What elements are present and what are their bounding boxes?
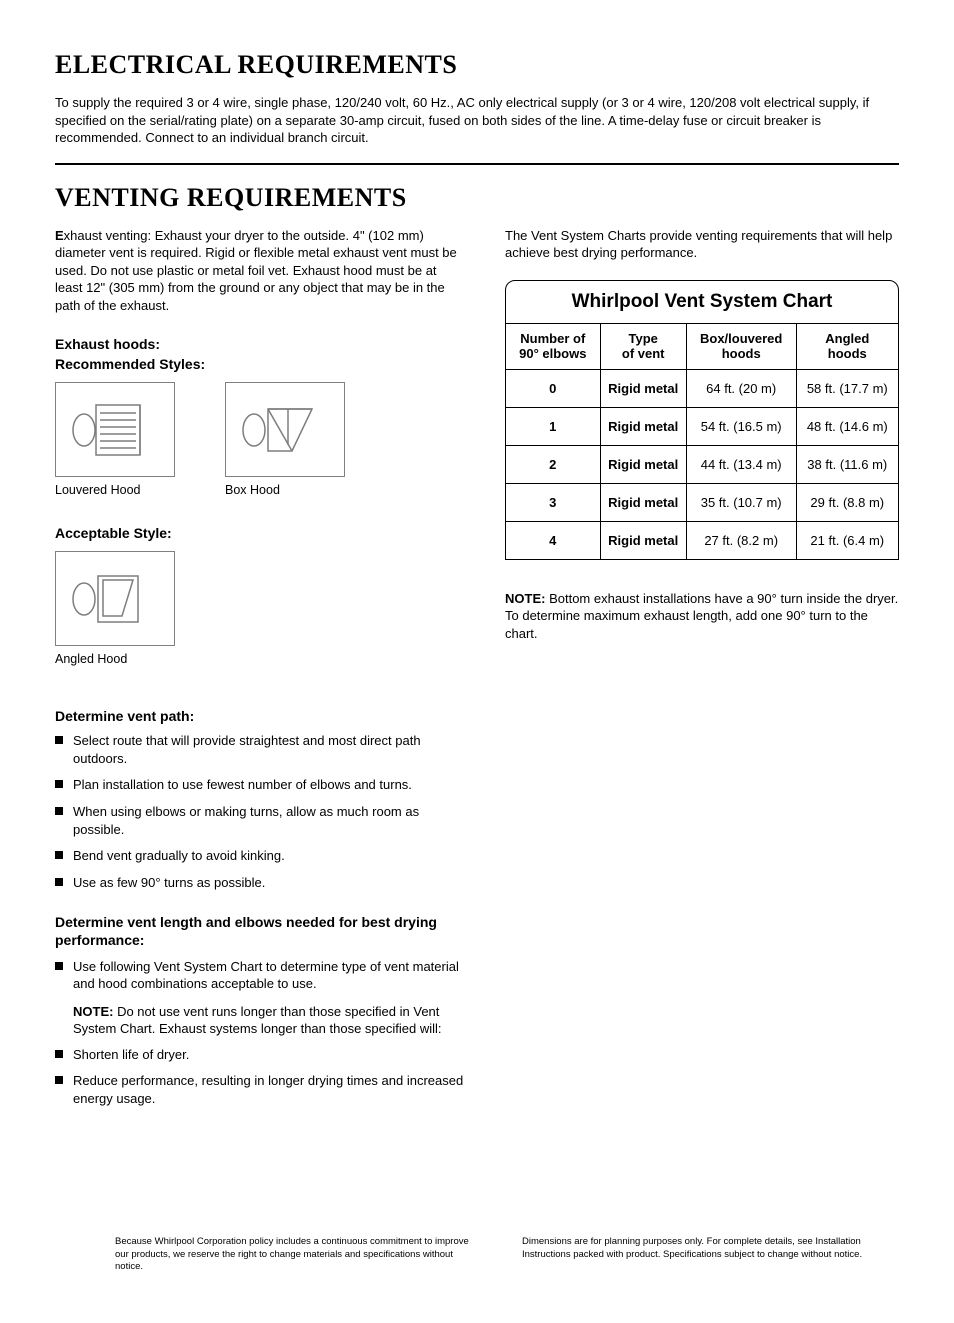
cell-angled: 58 ft. (17.7 m) xyxy=(796,369,898,407)
venting-intro-text: xhaust venting: Exhaust your dryer to th… xyxy=(55,228,457,313)
cell-angled: 48 ft. (14.6 m) xyxy=(796,407,898,445)
vent-length-note-label: NOTE: xyxy=(73,1004,113,1019)
cell-elbows: 1 xyxy=(506,407,600,445)
louvered-hood-item: Louvered Hood xyxy=(55,382,175,497)
box-hood-item: Box Hood xyxy=(225,382,345,497)
vent-length-list-a: Use following Vent System Chart to deter… xyxy=(55,958,465,993)
box-hood-icon xyxy=(240,395,330,465)
acceptable-style-heading: Acceptable Style: xyxy=(55,525,465,541)
cell-elbows: 0 xyxy=(506,369,600,407)
cell-elbows: 3 xyxy=(506,483,600,521)
cell-box: 27 ft. (8.2 m) xyxy=(686,521,796,559)
cell-type: Rigid metal xyxy=(600,483,686,521)
angled-hood-caption: Angled Hood xyxy=(55,652,175,666)
footer-left-text: Because Whirlpool Corporation policy inc… xyxy=(115,1236,482,1273)
chart-intro-paragraph: The Vent System Charts provide venting r… xyxy=(505,227,899,262)
table-row: 0 Rigid metal 64 ft. (20 m) 58 ft. (17.7… xyxy=(506,369,898,407)
vent-length-note: NOTE: Do not use vent runs longer than t… xyxy=(55,1003,465,1038)
cell-elbows: 4 xyxy=(506,521,600,559)
cell-box: 35 ft. (10.7 m) xyxy=(686,483,796,521)
determine-vent-path-section: Determine vent path: Select route that w… xyxy=(55,708,465,891)
angled-hood-figure xyxy=(55,551,175,646)
list-item: When using elbows or making turns, allow… xyxy=(55,803,465,838)
table-header-row: Number of90° elbows Typeof vent Box/louv… xyxy=(506,324,898,370)
footer-right-text: Dimensions are for planning purposes onl… xyxy=(522,1236,889,1273)
venting-intro-paragraph: Exhaust venting: Exhaust your dryer to t… xyxy=(55,227,465,315)
cell-angled: 38 ft. (11.6 m) xyxy=(796,445,898,483)
list-item: Shorten life of dryer. xyxy=(55,1046,465,1064)
list-item: Use following Vent System Chart to deter… xyxy=(55,958,465,993)
col-header-type: Typeof vent xyxy=(600,324,686,370)
electrical-requirements-body: To supply the required 3 or 4 wire, sing… xyxy=(55,94,899,147)
col-header-box: Box/louveredhoods xyxy=(686,324,796,370)
determine-vent-length-section: Determine vent length and elbows needed … xyxy=(55,913,465,1107)
acceptable-style-section: Acceptable Style: Angled Hood xyxy=(55,525,465,666)
louvered-hood-icon xyxy=(70,395,160,465)
chart-note-label: NOTE: xyxy=(505,591,545,606)
recommended-hoods-row: Louvered Hood Box Hood xyxy=(55,382,465,497)
list-item: Select route that will provide straighte… xyxy=(55,732,465,767)
louvered-hood-figure xyxy=(55,382,175,477)
cell-angled: 29 ft. (8.8 m) xyxy=(796,483,898,521)
cell-type: Rigid metal xyxy=(600,521,686,559)
recommended-styles-heading: Recommended Styles: xyxy=(55,356,465,372)
list-item: Use as few 90° turns as possible. xyxy=(55,874,465,892)
cell-box: 54 ft. (16.5 m) xyxy=(686,407,796,445)
vent-system-chart: Whirlpool Vent System Chart Number of90°… xyxy=(505,280,899,560)
table-row: 4 Rigid metal 27 ft. (8.2 m) 21 ft. (6.4… xyxy=(506,521,898,559)
cell-type: Rigid metal xyxy=(600,369,686,407)
determine-vent-length-heading: Determine vent length and elbows needed … xyxy=(55,913,465,949)
list-item: Bend vent gradually to avoid kinking. xyxy=(55,847,465,865)
vent-system-chart-title: Whirlpool Vent System Chart xyxy=(506,281,898,324)
right-column: The Vent System Charts provide venting r… xyxy=(505,227,899,1117)
table-row: 2 Rigid metal 44 ft. (13.4 m) 38 ft. (11… xyxy=(506,445,898,483)
two-column-layout: Exhaust venting: Exhaust your dryer to t… xyxy=(55,227,899,1117)
left-column: Exhaust venting: Exhaust your dryer to t… xyxy=(55,227,465,1117)
cell-box: 64 ft. (20 m) xyxy=(686,369,796,407)
vent-path-list: Select route that will provide straighte… xyxy=(55,732,465,891)
chart-note-body: Bottom exhaust installations have a 90° … xyxy=(505,591,898,641)
cell-elbows: 2 xyxy=(506,445,600,483)
vent-length-note-body: Do not use vent runs longer than those s… xyxy=(73,1004,442,1037)
cell-box: 44 ft. (13.4 m) xyxy=(686,445,796,483)
venting-intro-dropcap: E xyxy=(55,228,64,243)
cell-angled: 21 ft. (6.4 m) xyxy=(796,521,898,559)
box-hood-caption: Box Hood xyxy=(225,483,345,497)
vent-system-chart-table: Number of90° elbows Typeof vent Box/louv… xyxy=(506,324,898,559)
cell-type: Rigid metal xyxy=(600,445,686,483)
venting-requirements-heading: VENTING REQUIREMENTS xyxy=(55,183,899,213)
list-item: Reduce performance, resulting in longer … xyxy=(55,1072,465,1107)
chart-note: NOTE: Bottom exhaust installations have … xyxy=(505,590,899,643)
angled-hood-icon xyxy=(70,564,160,634)
page-footer: Because Whirlpool Corporation policy inc… xyxy=(55,1236,899,1273)
section-divider xyxy=(55,163,899,165)
electrical-requirements-heading: ELECTRICAL REQUIREMENTS xyxy=(55,50,899,80)
col-header-angled: Angledhoods xyxy=(796,324,898,370)
list-item: Plan installation to use fewest number o… xyxy=(55,776,465,794)
table-row: 3 Rigid metal 35 ft. (10.7 m) 29 ft. (8.… xyxy=(506,483,898,521)
exhaust-hoods-heading: Exhaust hoods: xyxy=(55,336,465,352)
angled-hood-item: Angled Hood xyxy=(55,551,175,666)
louvered-hood-caption: Louvered Hood xyxy=(55,483,175,497)
col-header-elbows: Number of90° elbows xyxy=(506,324,600,370)
box-hood-figure xyxy=(225,382,345,477)
cell-type: Rigid metal xyxy=(600,407,686,445)
table-row: 1 Rigid metal 54 ft. (16.5 m) 48 ft. (14… xyxy=(506,407,898,445)
vent-length-list-b: Shorten life of dryer. Reduce performanc… xyxy=(55,1046,465,1108)
determine-vent-path-heading: Determine vent path: xyxy=(55,708,465,724)
